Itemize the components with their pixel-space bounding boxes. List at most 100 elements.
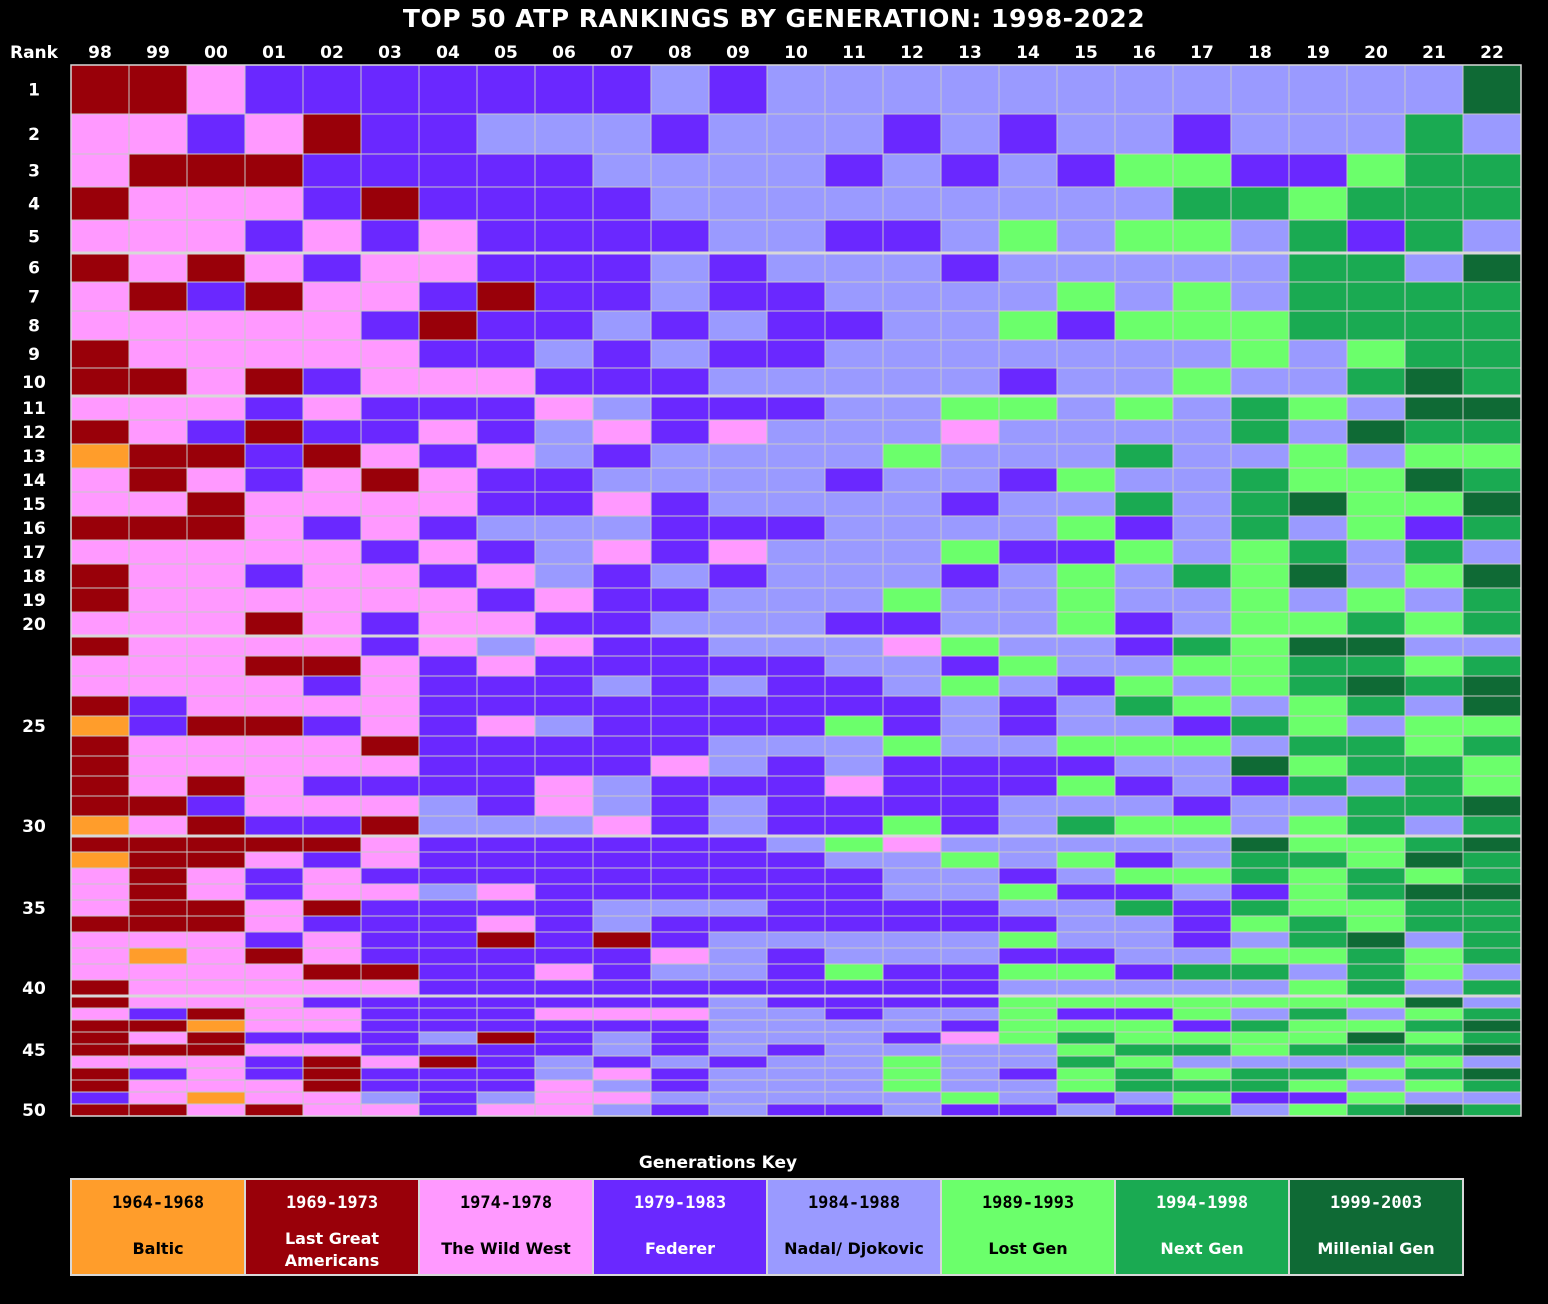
heatmap-cell bbox=[186, 186, 246, 221]
heatmap-cell bbox=[1404, 443, 1464, 469]
heatmap-cell bbox=[824, 775, 884, 797]
heatmap-cell bbox=[1462, 795, 1522, 817]
heatmap-cell bbox=[534, 1031, 594, 1045]
heatmap-cell bbox=[1404, 635, 1464, 657]
heatmap-cell bbox=[940, 995, 1000, 1009]
heatmap-cell bbox=[418, 443, 478, 469]
heatmap-cell bbox=[128, 655, 188, 677]
heatmap-cell bbox=[418, 675, 478, 697]
heatmap-cell bbox=[244, 1091, 304, 1105]
heatmap-cell bbox=[882, 367, 942, 397]
heatmap-cell bbox=[708, 252, 768, 283]
heatmap-cell bbox=[244, 883, 304, 901]
heatmap-cell bbox=[1346, 795, 1406, 817]
heatmap-cell bbox=[70, 755, 130, 777]
heatmap-cell bbox=[882, 281, 942, 312]
heatmap-cell bbox=[302, 1103, 362, 1117]
heatmap-cell bbox=[302, 1019, 362, 1033]
heatmap-cell bbox=[128, 851, 188, 869]
heatmap-cell bbox=[1462, 867, 1522, 885]
heatmap-cell bbox=[534, 153, 594, 188]
heatmap-cell bbox=[534, 795, 594, 817]
heatmap-cell bbox=[360, 931, 420, 949]
legend-years: 1999-2003 bbox=[1329, 1193, 1423, 1213]
heatmap-cell bbox=[1346, 186, 1406, 221]
heatmap-cell bbox=[418, 883, 478, 901]
heatmap-cell bbox=[244, 219, 304, 254]
heatmap-cell bbox=[940, 1043, 1000, 1057]
heatmap-cell bbox=[650, 915, 710, 933]
heatmap-cell bbox=[1172, 186, 1232, 221]
heatmap-cell bbox=[128, 281, 188, 312]
heatmap-cell bbox=[708, 775, 768, 797]
heatmap-cell bbox=[1346, 1067, 1406, 1081]
heatmap-cell bbox=[592, 835, 652, 853]
heatmap-cell bbox=[302, 635, 362, 657]
heatmap-cell bbox=[766, 419, 826, 445]
heatmap-cell bbox=[708, 995, 768, 1009]
heatmap-cell bbox=[824, 815, 884, 837]
heatmap-cell bbox=[1230, 153, 1290, 188]
heatmap-cell bbox=[824, 655, 884, 677]
heatmap-cell bbox=[302, 64, 362, 115]
heatmap-cell bbox=[244, 310, 304, 341]
heatmap-cell bbox=[534, 815, 594, 837]
heatmap-cell bbox=[360, 963, 420, 981]
heatmap-cell bbox=[128, 715, 188, 737]
heatmap-cell bbox=[244, 395, 304, 421]
heatmap-cell bbox=[418, 281, 478, 312]
heatmap-cell bbox=[302, 1079, 362, 1093]
heatmap-cell bbox=[592, 443, 652, 469]
heatmap-cell bbox=[244, 675, 304, 697]
heatmap-cell bbox=[128, 735, 188, 757]
heatmap-cell bbox=[1056, 252, 1116, 283]
heatmap-cell bbox=[998, 186, 1058, 221]
heatmap-cell bbox=[708, 1043, 768, 1057]
heatmap-cell bbox=[1462, 252, 1522, 283]
heatmap-cell bbox=[824, 310, 884, 341]
heatmap-cell bbox=[1114, 281, 1174, 312]
heatmap-cell bbox=[998, 695, 1058, 717]
heatmap-cell bbox=[1056, 899, 1116, 917]
heatmap-cell bbox=[766, 635, 826, 657]
year-label: 98 bbox=[88, 43, 112, 63]
year-label: 14 bbox=[1016, 43, 1040, 63]
heatmap-cell bbox=[244, 419, 304, 445]
heatmap-cell bbox=[766, 815, 826, 837]
heatmap-cell bbox=[1056, 1019, 1116, 1033]
heatmap-cell bbox=[244, 1055, 304, 1069]
heatmap-cell bbox=[186, 915, 246, 933]
year-label: 17 bbox=[1190, 43, 1214, 63]
heatmap-cell bbox=[940, 755, 1000, 777]
heatmap-cell bbox=[1462, 1043, 1522, 1057]
heatmap-cell bbox=[534, 883, 594, 901]
heatmap-cell bbox=[940, 515, 1000, 541]
year-label: 22 bbox=[1480, 43, 1504, 63]
heatmap-cell bbox=[302, 795, 362, 817]
heatmap-cell bbox=[1404, 539, 1464, 565]
heatmap-cell bbox=[650, 835, 710, 853]
heatmap-cell bbox=[592, 186, 652, 221]
heatmap-cell bbox=[766, 979, 826, 997]
heatmap-cell bbox=[128, 1043, 188, 1057]
heatmap-cell bbox=[1172, 395, 1232, 421]
year-label: 03 bbox=[378, 43, 402, 63]
heatmap-cell bbox=[1288, 515, 1348, 541]
heatmap-cell bbox=[998, 1067, 1058, 1081]
heatmap-cell bbox=[998, 339, 1058, 369]
heatmap-cell bbox=[1172, 1091, 1232, 1105]
heatmap-cell bbox=[882, 1043, 942, 1057]
heatmap-cell bbox=[534, 539, 594, 565]
heatmap-cell bbox=[1346, 755, 1406, 777]
heatmap-cell bbox=[1288, 635, 1348, 657]
heatmap-cell bbox=[1172, 755, 1232, 777]
heatmap-cell bbox=[708, 491, 768, 517]
heatmap-cell bbox=[1288, 735, 1348, 757]
heatmap-cell bbox=[940, 367, 1000, 397]
heatmap-cell bbox=[592, 539, 652, 565]
heatmap-cell bbox=[244, 1079, 304, 1093]
heatmap-cell bbox=[476, 113, 536, 155]
heatmap-cell bbox=[302, 252, 362, 283]
heatmap-cell bbox=[418, 1103, 478, 1117]
heatmap-cell bbox=[766, 963, 826, 981]
